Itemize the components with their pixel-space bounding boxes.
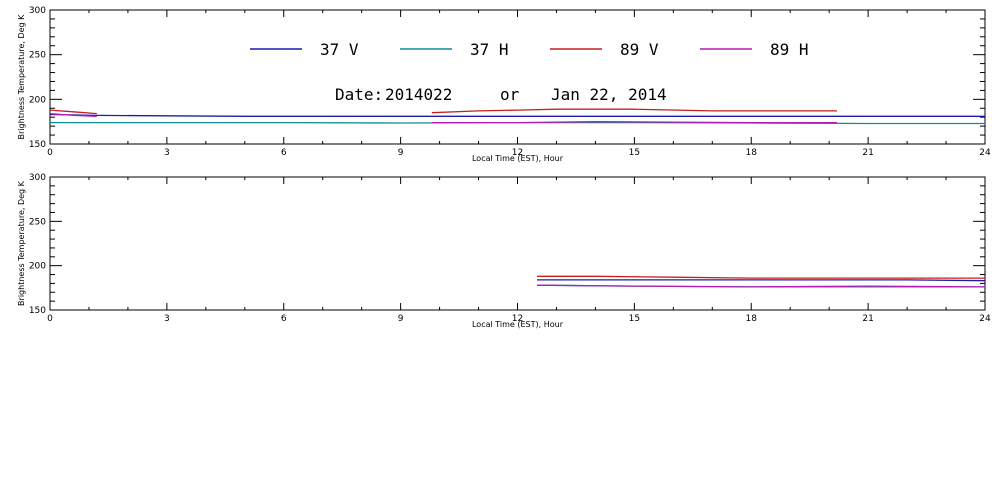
x-axis-title-bottom: Local Time (EST), Hour (472, 320, 564, 329)
x-tick-label: 3 (164, 148, 170, 158)
series-line-89v-bottom (537, 275, 985, 279)
date-prefix: Date: (335, 85, 383, 104)
y-tick-label: 150 (29, 306, 46, 316)
legend: 37 V 37 H 89 V 89 H (250, 40, 809, 59)
x-tick-label: 21 (862, 314, 873, 324)
x-tick-label: 0 (47, 148, 53, 158)
x-tick-label: 9 (398, 314, 404, 324)
legend-label-37v: 37 V (320, 40, 359, 59)
x-tick-label: 6 (281, 148, 287, 158)
legend-label-37h: 37 H (470, 40, 509, 59)
date-code: 2014022 (385, 85, 452, 104)
plot-frame-bottom (49, 176, 986, 311)
date-annotation: Date: 2014022 or Jan 22, 2014 (335, 85, 667, 104)
legend-label-89v: 89 V (620, 40, 659, 59)
date-text: Jan 22, 2014 (551, 85, 667, 104)
y-tick-label: 150 (29, 140, 46, 150)
y-tick-label: 200 (29, 95, 46, 105)
x-tick-label: 6 (281, 314, 287, 324)
x-tick-label: 0 (47, 314, 53, 324)
date-or: or (500, 85, 520, 104)
x-axis-title-top: Local Time (EST), Hour (472, 154, 564, 163)
x-tick-label: 18 (746, 314, 758, 324)
series-line-89v-top (431, 108, 837, 114)
x-tick-label: 24 (979, 314, 991, 324)
x-tick-label: 15 (629, 148, 640, 158)
y-tick-label: 300 (29, 6, 46, 16)
chart-panel-top: 0 3 6 9 12 15 18 21 24 150 200 250 300 Local Time (ES… (17, 6, 991, 163)
x-tick-label: 12 (512, 314, 523, 324)
series-line-89v-top (49, 109, 97, 115)
series-line-37v-bottom (537, 279, 986, 282)
series-line-37v-top (49, 113, 985, 117)
y-axis-title-top: Brightness Temperature, Deg K (17, 14, 26, 140)
x-tick-label: 18 (746, 148, 758, 158)
x-tick-label: 24 (979, 148, 991, 158)
y-tick-label: 250 (29, 51, 46, 61)
y-tick-label: 300 (29, 173, 46, 183)
x-tick-label: 21 (862, 148, 873, 158)
x-tick-label: 3 (164, 314, 170, 324)
legend-label-89h: 89 H (770, 40, 809, 59)
series-line-89h-top (431, 121, 837, 124)
series-line-89h-top (49, 112, 97, 117)
y-tick-label: 250 (29, 217, 46, 227)
x-tick-label: 15 (629, 314, 640, 324)
x-tick-label: 9 (398, 148, 404, 158)
x-tick-label: 12 (512, 148, 523, 158)
series-line-89h-bottom (536, 284, 986, 288)
chart-panel-bottom: 0 3 6 9 12 15 18 21 24 150 200 250 300 Local Time (ES… (17, 173, 991, 329)
y-tick-label: 200 (29, 262, 46, 272)
y-axis-title-bottom: Brightness Temperature, Deg K (17, 180, 26, 306)
